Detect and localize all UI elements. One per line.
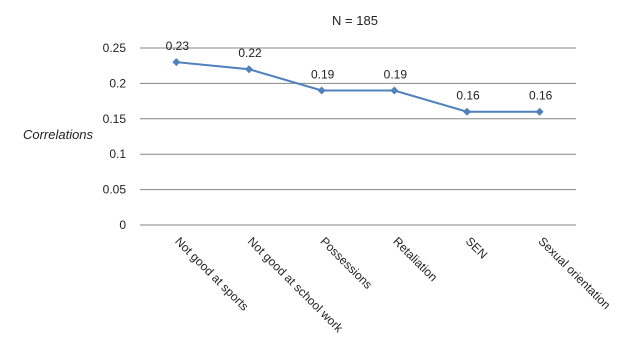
data-point	[390, 86, 399, 95]
data-labels: 0.23 0.22 0.19 0.19 0.16 0.16	[166, 39, 553, 103]
data-point	[535, 107, 544, 116]
x-tick-label: Not good at sports	[172, 234, 251, 313]
gridlines	[140, 47, 576, 226]
data-label: 0.23	[166, 39, 190, 53]
data-point	[317, 86, 326, 95]
x-tick-label: Possessions	[318, 234, 376, 292]
y-tick-label: 0.15	[103, 112, 127, 126]
data-label: 0.22	[238, 46, 262, 60]
y-tick-label: 0.2	[109, 76, 126, 90]
data-point	[463, 107, 471, 116]
x-tick-label: Retaliation	[390, 234, 440, 284]
data-point	[245, 65, 253, 74]
y-tick-label: 0	[119, 218, 126, 232]
y-tick-label: 0.05	[103, 183, 127, 197]
chart-title: N = 185	[332, 13, 378, 28]
x-tick-label: SEN	[463, 234, 490, 261]
data-label: 0.19	[311, 67, 335, 81]
data-label: 0.16	[456, 89, 480, 103]
y-tick-label: 0.25	[103, 41, 127, 55]
y-tick-label: 0.1	[109, 147, 126, 161]
series-layer	[172, 58, 544, 116]
y-tick-labels: 0 0.05 0.1 0.15 0.2 0.25	[103, 41, 127, 232]
x-tick-label: Sexual orientation	[536, 234, 614, 312]
data-label: 0.19	[384, 67, 408, 81]
y-axis-label: Correlations	[23, 127, 94, 142]
data-point	[172, 58, 181, 67]
series-line	[176, 61, 540, 113]
data-label: 0.16	[529, 89, 553, 103]
